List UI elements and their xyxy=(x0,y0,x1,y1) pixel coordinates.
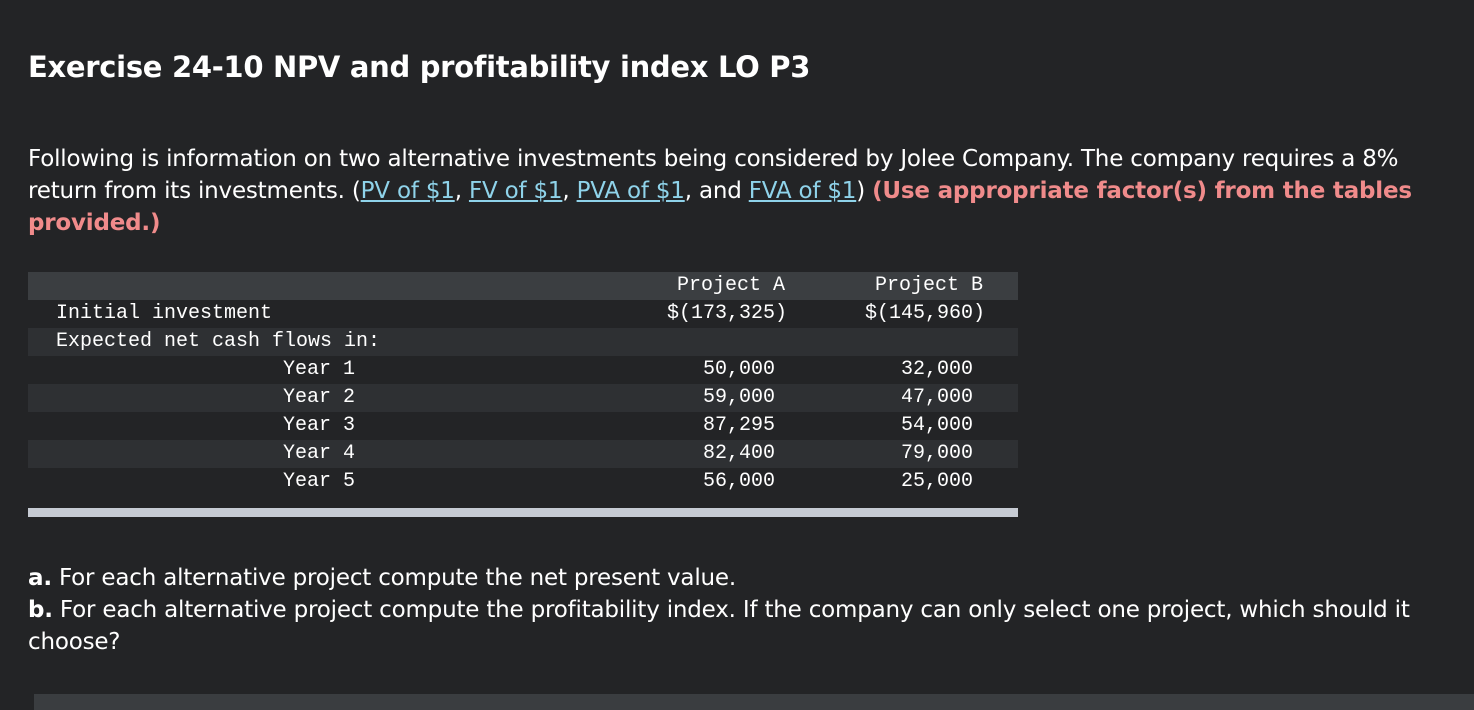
year-value-b: 47,000 xyxy=(900,386,973,409)
cash-flows-label-row: Expected net cash flows in: xyxy=(28,328,1018,356)
pv-of-1-link[interactable]: PV of $1 xyxy=(360,178,455,204)
initial-investment-a: $(173,325) xyxy=(666,302,787,325)
table-row: Year 3 87,295 54,000 xyxy=(28,412,1018,440)
year-value-a: 56,000 xyxy=(702,470,775,493)
year-label: Year 1 xyxy=(283,358,356,381)
investment-table: Project A Project B Initial investment $… xyxy=(28,272,1018,496)
next-section-bar xyxy=(34,694,1474,710)
separator: , xyxy=(454,178,469,204)
initial-investment-label: Initial investment xyxy=(56,302,273,325)
year-label: Year 5 xyxy=(283,470,356,493)
table-row: Year 4 82,400 79,000 xyxy=(28,440,1018,468)
question-b: b. For each alternative project compute … xyxy=(28,594,1448,658)
intro-text: Following is information on two alternat… xyxy=(28,146,1399,204)
header-project-b: Project B xyxy=(874,274,983,297)
year-value-a: 82,400 xyxy=(702,442,775,465)
initial-investment-row: Initial investment $(173,325) $(145,960) xyxy=(28,300,1018,328)
question-b-prefix: b. xyxy=(28,597,53,623)
table-bottom-rule xyxy=(28,508,1018,517)
separator: , and xyxy=(684,178,749,204)
year-value-b: 79,000 xyxy=(900,442,973,465)
pva-of-1-link[interactable]: PVA of $1 xyxy=(576,178,685,204)
initial-investment-b: $(145,960) xyxy=(864,302,985,325)
year-value-a: 50,000 xyxy=(702,358,775,381)
year-label: Year 2 xyxy=(283,386,356,409)
exercise-title: Exercise 24-10 NPV and profitability ind… xyxy=(28,50,811,84)
questions: a. For each alternative project compute … xyxy=(28,562,1448,658)
cash-flows-label: Expected net cash flows in: xyxy=(56,330,381,353)
table-row: Year 1 50,000 32,000 xyxy=(28,356,1018,384)
year-value-b: 32,000 xyxy=(900,358,973,381)
question-a-text: For each alternative project compute the… xyxy=(51,565,736,591)
separator: , xyxy=(562,178,577,204)
year-value-b: 54,000 xyxy=(900,414,973,437)
fv-of-1-link[interactable]: FV of $1 xyxy=(468,178,563,204)
year-value-b: 25,000 xyxy=(900,470,973,493)
question-b-text: For each alternative project compute the… xyxy=(28,597,1410,655)
question-a-prefix: a. xyxy=(28,565,52,591)
fva-of-1-link[interactable]: FVA of $1 xyxy=(748,178,857,204)
close-paren: ) xyxy=(856,178,873,204)
question-a: a. For each alternative project compute … xyxy=(28,562,1448,594)
year-label: Year 4 xyxy=(283,442,356,465)
table-row: Year 5 56,000 25,000 xyxy=(28,468,1018,496)
table-row: Year 2 59,000 47,000 xyxy=(28,384,1018,412)
year-label: Year 3 xyxy=(283,414,356,437)
instruction-text: (Use appropriate factor(s) from the tabl… xyxy=(28,178,1412,236)
header-project-a: Project A xyxy=(676,274,785,297)
year-value-a: 59,000 xyxy=(702,386,775,409)
year-value-a: 87,295 xyxy=(702,414,775,437)
intro-paragraph: Following is information on two alternat… xyxy=(28,143,1458,239)
table-header-row: Project A Project B xyxy=(28,272,1018,300)
